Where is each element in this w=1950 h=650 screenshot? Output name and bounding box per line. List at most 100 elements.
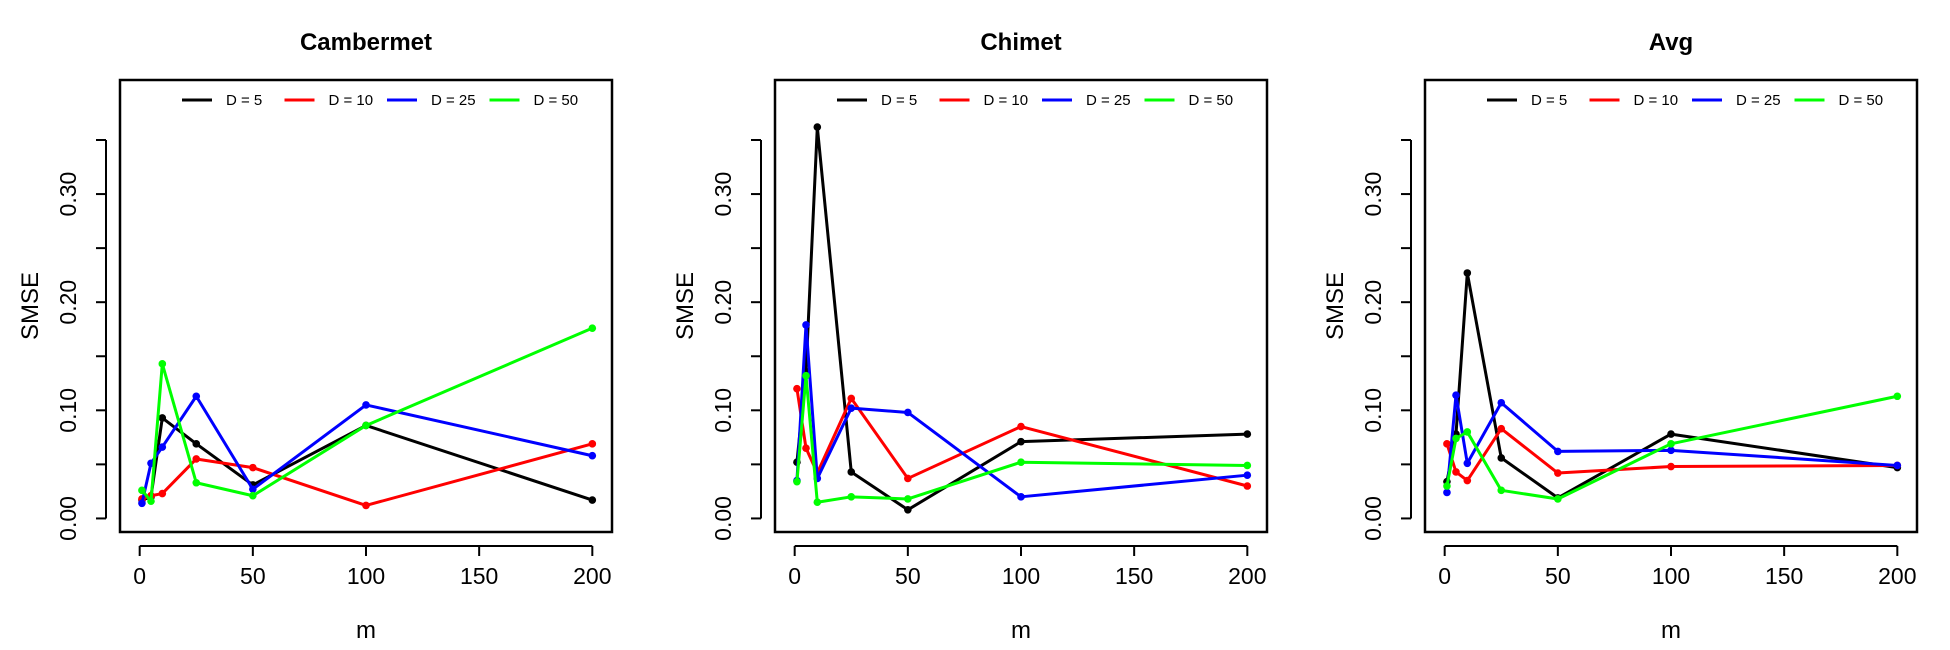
series-line-1 — [141, 416, 593, 502]
data-point — [138, 486, 146, 495]
data-point — [249, 491, 257, 500]
y-axis-label: SMSE — [672, 272, 699, 340]
data-point — [192, 392, 201, 401]
chart-panel-3: Avg 0 50 100 150 200 m 0.00 0.10 0.20 0.30 SMSE D = … — [1322, 29, 1919, 644]
x-axis-label: m — [1011, 617, 1031, 644]
legend-entry: D = 10 — [984, 92, 1029, 109]
legend-entry: D = 25 — [1086, 92, 1131, 109]
legend-entry: D = 5 — [226, 92, 262, 109]
data-point — [1497, 424, 1506, 433]
y-tick-label: 0.20 — [710, 280, 736, 325]
y-axis-label: SMSE — [1322, 272, 1349, 340]
data-point — [1243, 471, 1252, 479]
data-point — [793, 384, 801, 393]
data-point — [1667, 430, 1675, 438]
data-point — [802, 371, 810, 380]
data-point — [588, 496, 597, 504]
data-point — [904, 408, 912, 417]
data-point — [1667, 440, 1675, 448]
series-line-1 — [795, 125, 1248, 512]
data-point — [847, 493, 856, 501]
plot-frame — [118, 78, 614, 534]
data-point — [1443, 488, 1451, 497]
x-axis-label: m — [1661, 617, 1681, 644]
data-point — [1497, 454, 1506, 462]
x-tick-label: 100 — [1652, 563, 1690, 589]
data-point — [1243, 461, 1252, 470]
legend-entry: D = 50 — [534, 92, 579, 109]
data-point — [1243, 430, 1252, 438]
data-point — [192, 440, 201, 448]
data-point — [588, 451, 597, 460]
y-tick-label: 0.20 — [55, 280, 81, 325]
data-point — [1667, 446, 1675, 455]
y-axis-label: SMSE — [17, 272, 44, 340]
y-tick-label: 0.00 — [1360, 496, 1386, 541]
data-point — [904, 474, 912, 483]
data-point — [588, 324, 597, 332]
data-point — [1554, 447, 1562, 456]
data-point — [192, 455, 201, 463]
legend-entry: D = 5 — [881, 92, 917, 109]
data-point — [1017, 493, 1025, 501]
legend-entry: D = 50 — [1189, 92, 1234, 109]
data-point — [813, 498, 822, 507]
legend-entry: D = 5 — [1531, 92, 1567, 109]
y-tick-label: 0.10 — [55, 388, 81, 433]
legend-entry: D = 25 — [1736, 92, 1781, 109]
data-point — [904, 505, 912, 514]
x-tick-label: 200 — [1228, 563, 1266, 589]
legend-entry: D = 10 — [1634, 92, 1679, 109]
data-point — [1443, 482, 1451, 490]
y-tick-label: 0.10 — [1360, 388, 1386, 433]
data-point — [192, 478, 201, 487]
data-point — [847, 404, 856, 412]
data-point — [362, 501, 370, 510]
data-point — [1017, 422, 1025, 431]
data-point — [1554, 469, 1562, 477]
plot-frame — [773, 78, 1269, 534]
y-tick-label: 0.10 — [710, 388, 736, 433]
data-point — [1452, 468, 1460, 476]
data-point — [158, 443, 167, 451]
y-tick-label: 0.30 — [710, 172, 736, 217]
x-tick-label: 100 — [347, 563, 385, 589]
x-tick-label: 150 — [1115, 563, 1153, 589]
x-tick-label: 150 — [460, 563, 498, 589]
x-tick-label: 50 — [1545, 563, 1571, 589]
series-line-3 — [795, 323, 1248, 499]
data-point — [802, 444, 810, 452]
chart-title: Chimet — [980, 29, 1061, 56]
data-point — [1463, 476, 1472, 485]
data-point — [158, 360, 167, 368]
data-point — [249, 463, 257, 472]
data-point — [1017, 458, 1025, 467]
legend-entry: D = 10 — [329, 92, 374, 109]
x-tick-label: 200 — [573, 563, 611, 589]
data-point — [1452, 434, 1460, 443]
data-point — [138, 499, 146, 508]
data-point — [362, 401, 370, 409]
legend-entry: D = 25 — [431, 92, 476, 109]
data-point — [1554, 495, 1562, 503]
x-tick-label: 100 — [1002, 563, 1040, 589]
data-point — [1893, 461, 1902, 470]
data-point — [1463, 459, 1472, 468]
data-point — [1443, 440, 1451, 448]
data-point — [1497, 486, 1506, 495]
chart-title: Avg — [1649, 29, 1693, 56]
plot-frame — [1423, 78, 1919, 534]
data-point — [847, 394, 856, 403]
y-tick-label: 0.20 — [1360, 280, 1386, 325]
x-tick-label: 0 — [788, 563, 801, 589]
x-axis-label: m — [356, 617, 376, 644]
data-point — [1497, 398, 1506, 407]
data-point — [1017, 437, 1025, 446]
x-tick-label: 50 — [240, 563, 266, 589]
data-point — [147, 497, 155, 505]
data-point — [1667, 462, 1675, 471]
y-tick-label: 0.00 — [55, 496, 81, 541]
y-tick-label: 0.00 — [710, 496, 736, 541]
data-point — [1893, 392, 1902, 401]
chart-panel-2: Chimet 0 50 100 150 200 m 0.00 0.10 0.20 0.30 SMSE D… — [672, 29, 1269, 644]
